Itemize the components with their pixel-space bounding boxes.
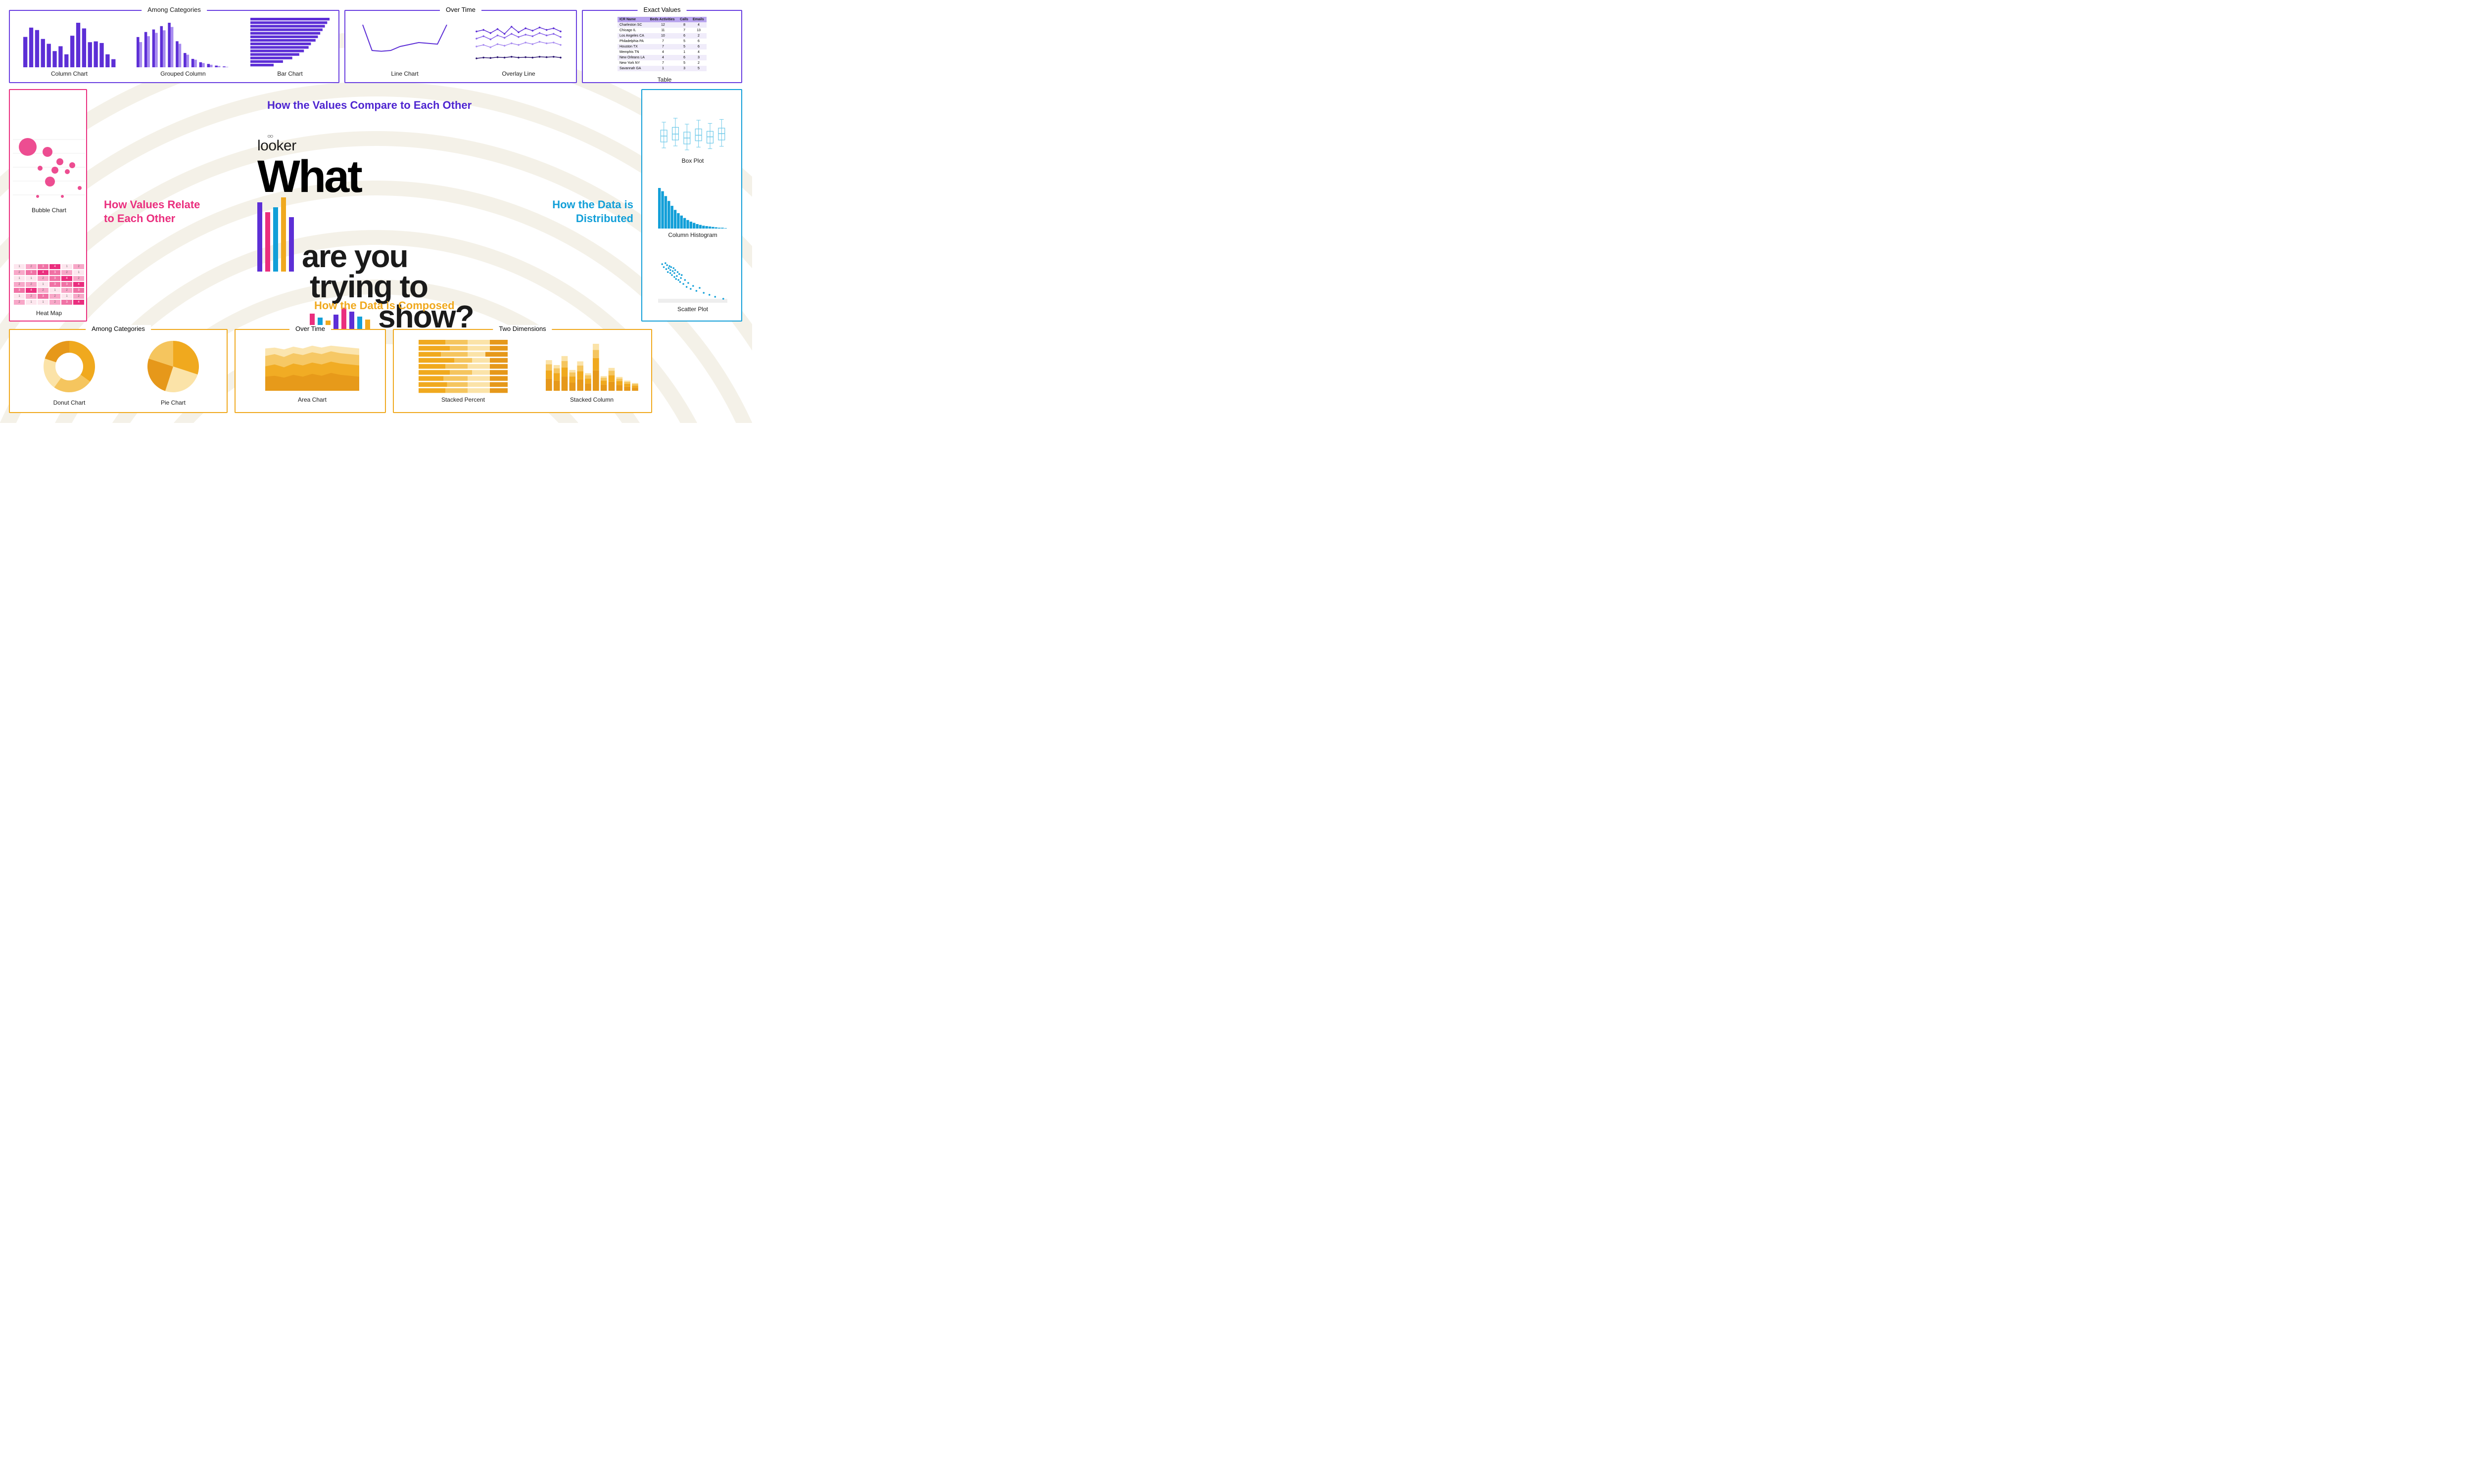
heading-relate-text: How Values Relate to Each Other (104, 198, 200, 225)
group-compare-time: Over Time Line Chart Overlay Line (344, 10, 577, 83)
chart-table: ICR NameBeds ActivitiesCallsEmailsCharle… (618, 17, 712, 83)
group-relate: Bubble Chart 123412234321112342221334342… (9, 89, 87, 322)
chart-bar: Bar Chart (245, 18, 334, 77)
decor-bars-left (257, 197, 294, 272)
chart-area: Area Chart (260, 339, 364, 403)
group-label: Over Time (289, 325, 331, 332)
chart-boxplot: Box Plot (658, 110, 727, 164)
exact-values-table: ICR NameBeds ActivitiesCallsEmailsCharle… (618, 17, 707, 71)
boxplot-graphic (658, 110, 727, 154)
chart-donut: Donut Chart (30, 337, 109, 406)
group-distributed: Box Plot Column Histogram Scatter Plot (641, 89, 742, 322)
group-label: Over Time (440, 6, 481, 13)
chart-label: Column Chart (20, 70, 119, 77)
chart-label: Pie Chart (134, 399, 213, 406)
chart-histogram: Column Histogram (658, 184, 727, 238)
chart-scatter: Scatter Plot (658, 258, 727, 313)
chart-label: Bubble Chart (13, 207, 85, 214)
title-line2: trying to (310, 272, 428, 302)
chart-label: Stacked Percent (414, 396, 513, 403)
chart-label: Area Chart (260, 396, 364, 403)
chart-column: Column Chart (20, 18, 119, 77)
group-label: Among Categories (142, 6, 207, 13)
chart-label: Stacked Column (542, 396, 641, 403)
bar-chart-graphic (248, 18, 332, 67)
chart-label: Box Plot (658, 157, 727, 164)
group-compare-exact: Exact Values ICR NameBeds ActivitiesCall… (582, 10, 742, 83)
stacked-percent-graphic (416, 339, 510, 393)
heatmap-graphic: 1234122343211123422213343421231232122112… (13, 263, 85, 306)
scatter-graphic (658, 258, 727, 303)
group-label: Among Categories (86, 325, 151, 332)
line-chart-graphic (358, 18, 452, 67)
group-compare-categories: Among Categories Column Chart Grouped Co… (9, 10, 339, 83)
group-label: Exact Values (638, 6, 687, 13)
chart-label: Line Chart (355, 70, 454, 77)
group-compose-time: Over Time Area Chart (235, 329, 386, 413)
chart-label: Grouped Column (134, 70, 233, 77)
grouped-column-graphic (136, 18, 230, 67)
overlay-line-graphic (472, 18, 566, 67)
chart-label: Bar Chart (245, 70, 334, 77)
heading-distributed: How the Data is Distributed (544, 198, 633, 225)
donut-graphic (40, 337, 99, 396)
group-compose-two: Two Dimensions Stacked Percent Stacked C… (393, 329, 652, 413)
stacked-column-graphic (545, 339, 639, 393)
brand-text: looker (257, 138, 296, 154)
area-graphic (263, 339, 362, 393)
chart-label: Donut Chart (30, 399, 109, 406)
chart-label: Heat Map (13, 310, 85, 317)
looker-logo: looker ○○ (257, 138, 515, 154)
chart-label: Overlay Line (469, 70, 568, 77)
chart-label: Table (618, 76, 712, 83)
chart-grouped-column: Grouped Column (134, 18, 233, 77)
chart-line: Line Chart (355, 18, 454, 77)
chart-stacked-percent: Stacked Percent (414, 339, 513, 403)
chart-label: Scatter Plot (658, 306, 727, 313)
chart-overlay-line: Overlay Line (469, 18, 568, 77)
heading-relate: How Values Relate to Each Other (104, 198, 213, 225)
bubble-chart-graphic (13, 130, 85, 204)
chart-stacked-column: Stacked Column (542, 339, 641, 403)
chart-label: Column Histogram (658, 232, 727, 238)
title-what: What (257, 156, 515, 197)
chart-heatmap: 1234122343211123422213343421231232122112… (13, 263, 85, 317)
pie-graphic (143, 337, 203, 396)
group-label: Two Dimensions (493, 325, 552, 332)
heading-composed: How the Data is Composed (314, 299, 455, 312)
column-chart-graphic (22, 18, 116, 67)
chart-pie: Pie Chart (134, 337, 213, 406)
group-compose-categories: Among Categories Donut Chart Pie Chart (9, 329, 228, 413)
heading-compare: How the Values Compare to Each Other (267, 99, 472, 112)
title-line1: are you (302, 241, 408, 272)
chart-bubble: Bubble Chart (13, 130, 85, 214)
histogram-graphic (658, 184, 727, 229)
heading-distributed-text: How the Data is Distributed (552, 198, 633, 225)
logo-dots-icon: ○○ (267, 133, 273, 139)
